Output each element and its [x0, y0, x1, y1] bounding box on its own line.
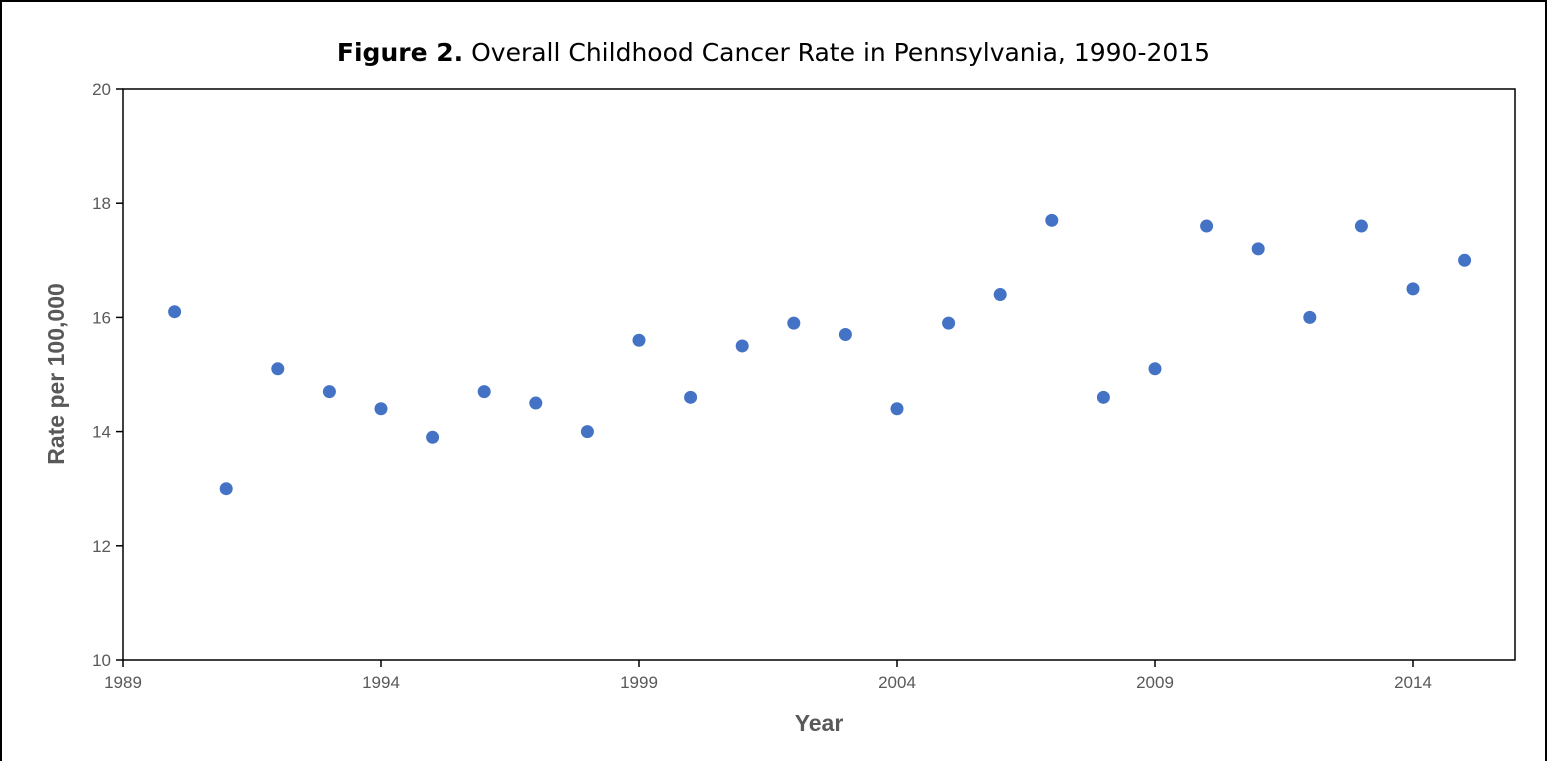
y-tick-label: 14: [92, 423, 111, 442]
data-point: [477, 385, 491, 399]
x-tick-label: 2004: [878, 673, 916, 692]
data-point: [529, 396, 543, 410]
y-axis: 10 12 14 16 18 20: [92, 80, 123, 670]
y-tick-label: 10: [92, 651, 111, 670]
data-point: [219, 482, 233, 496]
x-axis: 1989 1994 1999 2004 2009 2014: [104, 660, 1432, 692]
data-point: [993, 288, 1007, 302]
data-point: [426, 430, 440, 444]
data-point: [1251, 242, 1265, 256]
data-point: [580, 425, 594, 439]
data-point: [1096, 390, 1110, 404]
data-point: [1406, 282, 1420, 296]
data-point: [632, 333, 646, 347]
data-point: [374, 402, 388, 416]
x-tick-label: 1994: [362, 673, 400, 692]
chart-title-prefix: Figure 2.: [336, 38, 464, 67]
y-tick-label: 16: [92, 308, 111, 327]
y-tick-label: 20: [92, 80, 111, 99]
data-point: [838, 328, 852, 342]
data-point: [1458, 253, 1472, 267]
x-tick-label: 2014: [1394, 673, 1432, 692]
plot-area: [122, 88, 1516, 661]
data-point: [735, 339, 749, 353]
x-axis-title: Year: [795, 710, 844, 736]
y-tick-label: 12: [92, 537, 111, 556]
x-tick-label: 1999: [620, 673, 658, 692]
data-points: [168, 213, 1472, 496]
data-point: [1354, 219, 1368, 233]
data-point: [168, 305, 182, 319]
chart-title-text: Overall Childhood Cancer Rate in Pennsyl…: [471, 38, 1211, 67]
data-point: [942, 316, 956, 330]
data-point: [1148, 362, 1162, 376]
data-point: [787, 316, 801, 330]
y-axis-title: Rate per 100,000: [43, 283, 69, 465]
x-tick-label: 1989: [104, 673, 142, 692]
data-point: [890, 402, 904, 416]
data-point: [1045, 213, 1059, 227]
x-tick-label: 2009: [1136, 673, 1174, 692]
chart-title: Figure 2. Overall Childhood Cancer Rate …: [0, 38, 1547, 67]
data-point: [1200, 219, 1214, 233]
y-tick-label: 18: [92, 194, 111, 213]
data-point: [684, 390, 698, 404]
data-point: [1303, 310, 1317, 324]
data-point: [322, 385, 336, 399]
data-point: [271, 362, 285, 376]
